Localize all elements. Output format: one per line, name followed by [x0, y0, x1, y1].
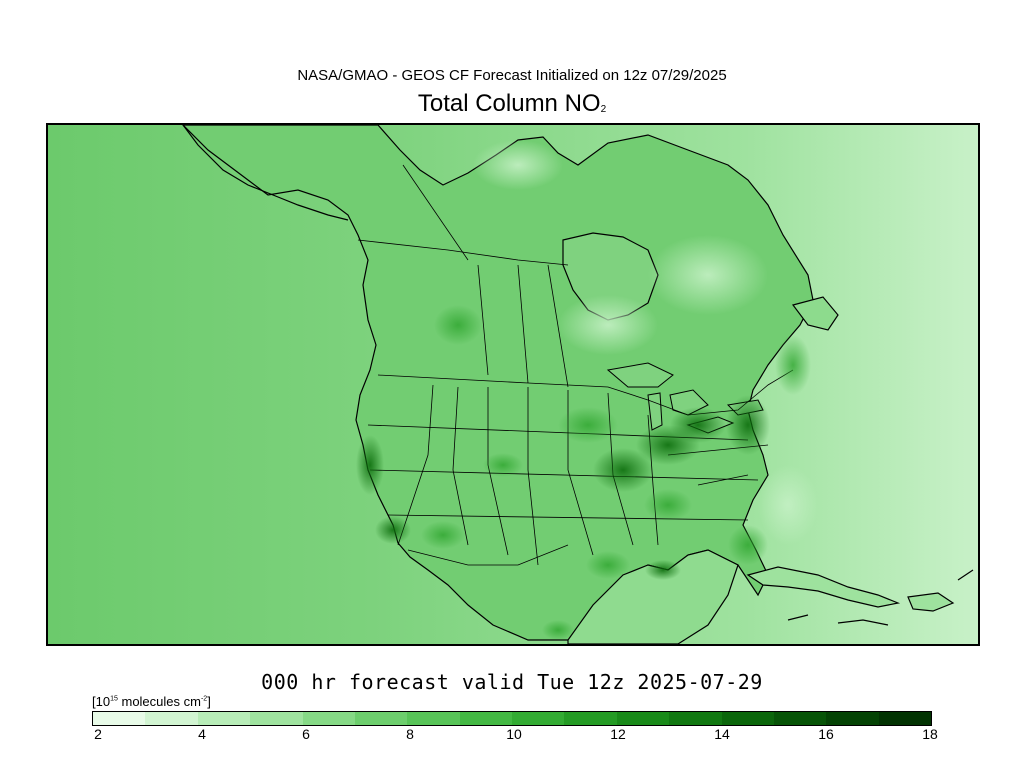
colorbar-segment: [407, 712, 460, 725]
colorbar-tick-label: 2: [94, 726, 102, 742]
colorbar-segment: [512, 712, 565, 725]
colorbar-segment: [459, 712, 512, 725]
title-text: Total Column NO: [417, 90, 601, 117]
colorbar-segment: [721, 712, 774, 725]
lesser-islands: [787, 569, 974, 626]
hispaniola: [907, 592, 955, 612]
colorbar-tick-label: 8: [406, 726, 414, 742]
colorbar-tick-label: 4: [198, 726, 206, 742]
colorbar-segment: [93, 712, 146, 725]
colorbar-segment: [145, 712, 198, 725]
colorbar-tick-label: 10: [506, 726, 522, 742]
colorbar-tick-label: 18: [922, 726, 938, 742]
colorbar-ticks: 2 4 6 8 10 12 14 16 18: [92, 726, 938, 746]
colorbar-tick-label: 6: [302, 726, 310, 742]
colorbar-segment: [197, 712, 251, 725]
cuba: [746, 566, 901, 608]
map-title: Total Column NO2: [0, 90, 1024, 118]
colorbar-segment: [354, 712, 408, 725]
colorbar-units: [1015 molecules cm-2]: [92, 694, 211, 709]
colorbar: [92, 711, 932, 726]
alaska-coast: [182, 125, 349, 221]
map-panel: [46, 123, 980, 646]
colorbar-segment: [826, 712, 879, 725]
colorbar-segment: [564, 712, 617, 725]
colorbar-segment: [616, 712, 670, 725]
colorbar-tick-label: 16: [818, 726, 834, 742]
forecast-subtitle: NASA/GMAO - GEOS CF Forecast Initialized…: [297, 67, 727, 84]
colorbar-segment: [302, 712, 355, 725]
title-subscript: 2: [600, 104, 607, 115]
low-no2-regions: [473, 140, 818, 545]
colorbar-tick-label: 14: [714, 726, 730, 742]
colorbar-segment: [250, 712, 303, 725]
colorbar-tick-label: 12: [610, 726, 626, 742]
colorbar-segment: [773, 712, 827, 725]
no2-hotspots: [356, 305, 811, 640]
forecast-valid-time: 000 hr forecast valid Tue 12z 2025-07-29: [261, 670, 763, 694]
colorbar-segment: [878, 712, 931, 725]
newfoundland: [791, 296, 839, 331]
colorbar-segment: [669, 712, 722, 725]
no2-map: [48, 125, 978, 644]
